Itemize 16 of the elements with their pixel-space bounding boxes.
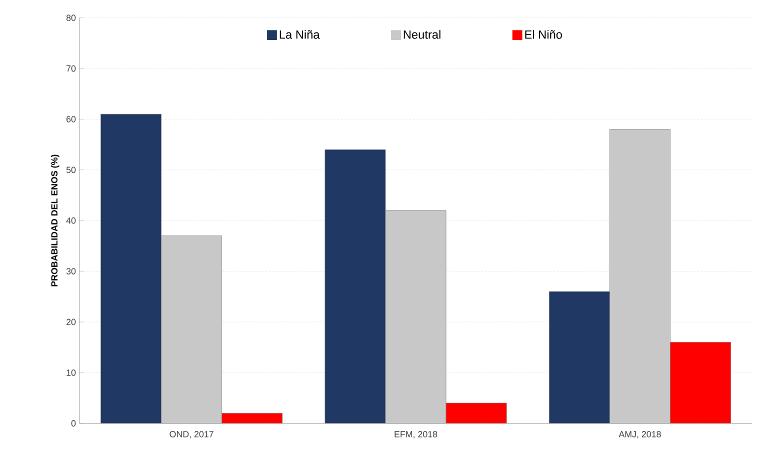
y-tick-label: 60: [66, 116, 76, 122]
y-tick-label: 70: [66, 65, 76, 72]
x-tick-label: AMJ, 2018: [618, 431, 661, 438]
y-tick-label: 80: [66, 14, 76, 21]
legend-label: La Niña: [280, 30, 320, 39]
y-axis-title: PROBABILIDAD DEL ENOS (%): [50, 154, 60, 286]
legend-label: El Niño: [525, 30, 562, 39]
y-tick-label: 10: [66, 370, 76, 376]
y-tick-label: 0: [71, 420, 76, 427]
legend-label: Neutral: [404, 30, 440, 39]
y-tick-label: 40: [66, 217, 76, 224]
y-tick-label: 30: [66, 268, 76, 274]
x-tick-label: EFM, 2018: [394, 431, 438, 438]
y-tick-label: 50: [66, 166, 76, 174]
y-tick-label: 20: [66, 318, 76, 326]
x-tick-label: OND, 2017: [170, 431, 214, 438]
